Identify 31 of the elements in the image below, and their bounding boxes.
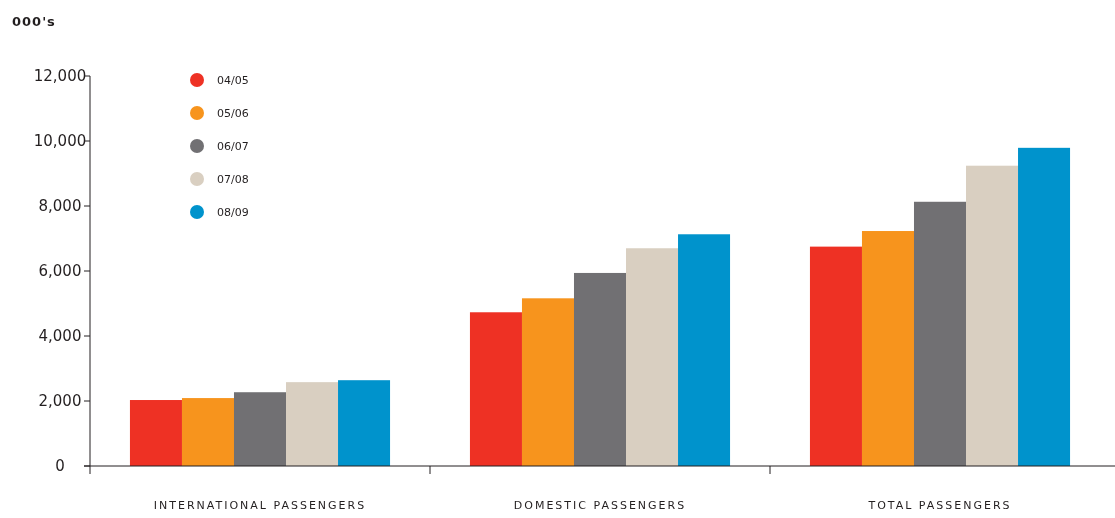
y-tick-label: 2,000 — [38, 392, 82, 411]
bar — [913, 201, 967, 466]
bar — [338, 380, 391, 466]
bar — [129, 400, 182, 466]
y-tick-label: 12,000 — [33, 67, 87, 86]
x-tick-label: INTERNATIONAL PASSENGERS — [153, 499, 367, 512]
y-tick-label: 10,000 — [33, 132, 87, 151]
bar — [573, 272, 627, 466]
bar — [966, 165, 1019, 466]
y-tick-label: 0 — [55, 457, 65, 476]
bar — [469, 312, 522, 466]
bar — [1018, 147, 1071, 466]
legend-label: 05/06 — [217, 106, 249, 120]
bar — [809, 246, 862, 466]
y-tick-label: 8,000 — [38, 197, 82, 216]
legend-label: 07/08 — [217, 172, 249, 186]
legend-label: 04/05 — [217, 73, 249, 87]
legend-label: 06/07 — [217, 139, 249, 153]
y-axis-title: 000's — [12, 14, 56, 29]
x-tick-label: DOMESTIC PASSENGERS — [513, 499, 687, 512]
bar — [521, 298, 574, 466]
bar — [286, 382, 339, 466]
bar — [678, 234, 731, 466]
bar — [626, 248, 679, 466]
bar — [233, 392, 287, 466]
y-tick-label: 4,000 — [38, 327, 82, 346]
bar — [181, 398, 234, 466]
legend-label: 08/09 — [217, 205, 249, 219]
y-tick-label: 6,000 — [38, 262, 82, 281]
x-tick-label: TOTAL PASSENGERS — [867, 499, 1012, 512]
bar — [861, 231, 914, 466]
